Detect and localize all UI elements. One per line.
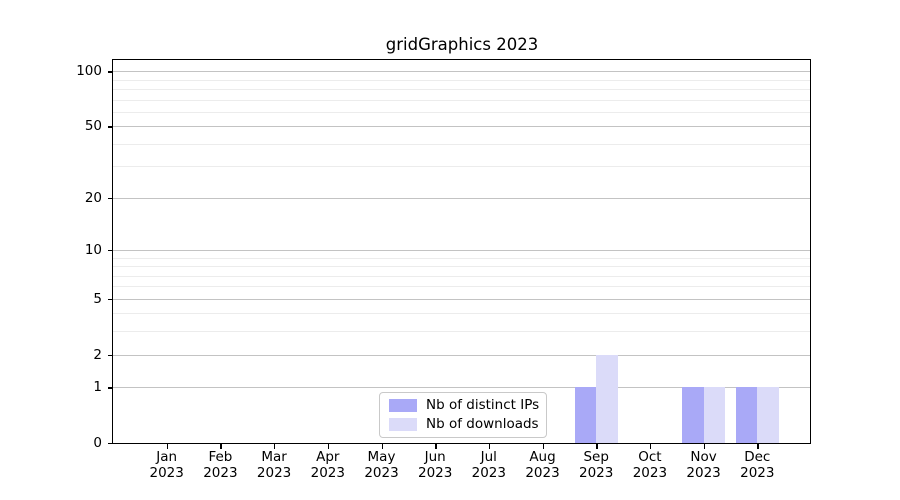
x-tick-label: Jan 2023 (149, 449, 184, 481)
x-tick-mark (757, 444, 759, 449)
x-tick-label: Jul 2023 (471, 449, 506, 481)
y-minor-gridline (113, 286, 811, 288)
x-tick-label: Aug 2023 (525, 449, 560, 481)
y-minor-gridline (113, 275, 811, 277)
y-minor-gridline (113, 99, 811, 101)
x-tick-mark (327, 444, 330, 449)
y-minor-gridline (113, 313, 811, 315)
bar-downloads (703, 387, 726, 443)
legend: Nb of distinct IPs Nb of downloads (379, 392, 547, 438)
x-tick-label: May 2023 (364, 449, 399, 481)
x-tick-mark (542, 444, 544, 449)
x-tick-mark (703, 444, 705, 449)
y-tick-mark (108, 197, 113, 200)
y-major-gridline (113, 354, 811, 356)
chart-title: gridGraphics 2023 (385, 35, 539, 54)
y-minor-gridline (113, 257, 811, 259)
y-tick-label: 10 (84, 241, 102, 258)
y-tick-mark (108, 71, 113, 73)
y-tick-mark (108, 126, 113, 128)
y-tick-label: 100 (76, 63, 102, 80)
y-tick-label: 50 (84, 118, 102, 135)
y-tick-mark (108, 443, 113, 445)
y-minor-gridline (113, 331, 811, 333)
y-tick-label: 5 (93, 290, 102, 307)
y-major-gridline (113, 71, 811, 73)
x-tick-label: Mar 2023 (256, 449, 292, 481)
bar-distinct-ips (682, 387, 704, 443)
y-minor-gridline (113, 266, 811, 267)
legend-label-downloads: Nb of downloads (426, 416, 539, 432)
bar-downloads (757, 387, 779, 443)
x-tick-mark (435, 444, 437, 449)
bar-downloads (596, 354, 618, 443)
y-tick-label: 20 (84, 189, 102, 206)
y-major-gridline (113, 298, 811, 300)
legend-label-distinct-ips: Nb of distinct IPs (426, 397, 540, 413)
y-tick-mark (108, 249, 113, 252)
x-tick-label: Nov 2023 (686, 449, 721, 481)
x-tick-label: Sep 2023 (579, 449, 614, 481)
y-minor-gridline (113, 143, 811, 145)
y-major-gridline (113, 387, 811, 389)
x-tick-mark (166, 444, 169, 449)
y-tick-label: 2 (93, 346, 102, 363)
y-minor-gridline (113, 79, 811, 81)
legend-swatch-downloads-icon (389, 418, 417, 431)
legend-item-distinct-ips: Nb of distinct IPs (389, 398, 546, 413)
legend-item-downloads: Nb of downloads (389, 417, 546, 432)
x-tick-mark (649, 444, 652, 449)
bar-distinct-ips (574, 387, 597, 443)
y-minor-gridline (113, 88, 811, 90)
y-major-gridline (113, 249, 811, 251)
y-tick-label: 0 (93, 435, 102, 451)
y-major-gridline (113, 126, 811, 128)
y-minor-gridline (113, 166, 811, 168)
x-tick-label: Apr 2023 (310, 449, 345, 481)
x-tick-label: Jun 2023 (418, 449, 453, 481)
x-tick-mark (381, 444, 383, 449)
x-tick-mark (596, 444, 598, 449)
legend-swatch-distinct-ips-icon (389, 399, 417, 412)
x-tick-label: Dec 2023 (740, 449, 775, 481)
x-tick-mark (488, 444, 491, 449)
y-tick-mark (108, 387, 113, 389)
x-tick-mark (220, 444, 222, 449)
x-tick-label: Feb 2023 (203, 449, 238, 481)
bar-distinct-ips (735, 387, 758, 443)
y-tick-mark (108, 354, 113, 356)
y-minor-gridline (113, 111, 811, 113)
x-tick-label: Oct 2023 (632, 449, 668, 481)
y-tick-label: 1 (93, 379, 102, 396)
y-major-gridline (113, 197, 811, 199)
y-tick-mark (108, 298, 113, 300)
x-tick-mark (274, 444, 276, 449)
